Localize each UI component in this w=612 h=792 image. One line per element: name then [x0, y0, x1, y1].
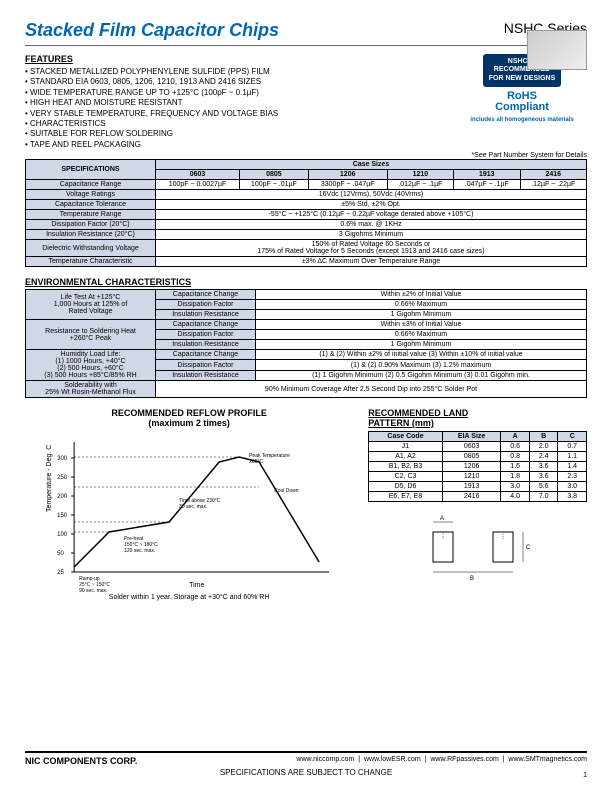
svg-text:150: 150 — [57, 513, 68, 519]
feature-item: CHARACTERISTICS — [25, 119, 447, 129]
footer: NIC COMPONENTS CORP. www.niccomp.com | w… — [25, 751, 587, 777]
reflow-title: RECOMMENDED REFLOW PROFILE(maximum 2 tim… — [25, 408, 353, 428]
reflow-chart: 25 50 100 150 200 250 300 Temperature - Deg. C… — [25, 432, 353, 592]
land-table: Case CodeEIA SizeABCJ106030.62.00.7A1, A… — [368, 431, 587, 502]
feature-item: VERY STABLE TEMPERATURE, FREQUENCY AND V… — [25, 109, 447, 119]
svg-text:300: 300 — [57, 456, 68, 462]
env-title: ENVIRONMENTAL CHARACTERISTICS — [25, 277, 587, 287]
svg-text:Peak Temperature260°C: Peak Temperature260°C — [249, 453, 290, 465]
svg-text:25: 25 — [57, 570, 64, 576]
svg-text:B: B — [470, 576, 474, 582]
svg-text:100: 100 — [57, 532, 68, 538]
svg-text:200: 200 — [57, 494, 68, 500]
page-title: Stacked Film Capacitor Chips — [25, 20, 279, 41]
svg-text:50: 50 — [57, 551, 64, 557]
spec-table: SPECIFICATIONSCase Sizes0603080512061210… — [25, 159, 587, 267]
land-title: RECOMMENDED LANDPATTERN (mm) — [368, 408, 587, 428]
part-note: *See Part Number System for Details — [25, 152, 587, 159]
feature-item: SUITABLE FOR REFLOW SOLDERING — [25, 129, 447, 139]
features-list: STACKED METALLIZED POLYPHENYLENE SULFIDE… — [25, 67, 447, 150]
svg-text:C: C — [526, 545, 531, 551]
feature-item: WIDE TEMPERATURE RANGE UP TO +125°C (100… — [25, 88, 447, 98]
land-diagram: A B C — [368, 512, 587, 584]
env-table: Life Test At +125°C1,000 Hours at 125% o… — [25, 289, 587, 398]
svg-text:250: 250 — [57, 475, 68, 481]
feature-item: STACKED METALLIZED POLYPHENYLENE SULFIDE… — [25, 67, 447, 77]
feature-item: STANDARD EIA 0603, 0805, 1206, 1210, 191… — [25, 77, 447, 87]
svg-text:Pre-heat150°C ~ 180°C120 sec.: Pre-heat150°C ~ 180°C120 sec. max. — [124, 536, 158, 554]
svg-text:Time above 230°C30 sec. max.: Time above 230°C30 sec. max. — [179, 498, 221, 510]
rohs-badge: RoHSCompliant includes all homogeneous m… — [470, 91, 573, 124]
svg-text:Ramp-up25°C ~ 150°C90 sec. max: Ramp-up25°C ~ 150°C90 sec. max. — [79, 576, 110, 592]
svg-text:Temperature - Deg. C: Temperature - Deg. C — [46, 445, 53, 512]
feature-item: TAPE AND REEL PACKAGING — [25, 140, 447, 150]
features-heading: FEATURES — [25, 54, 447, 64]
svg-text:A: A — [440, 516, 444, 522]
svg-text:Time: Time — [189, 582, 204, 589]
product-image — [527, 30, 587, 70]
feature-item: HIGH HEAT AND MOISTURE RESISTANT — [25, 98, 447, 108]
reflow-note: Solder within 1 year. Storage at +30°C a… — [25, 594, 353, 601]
svg-text:Cool Down: Cool Down — [274, 488, 299, 494]
